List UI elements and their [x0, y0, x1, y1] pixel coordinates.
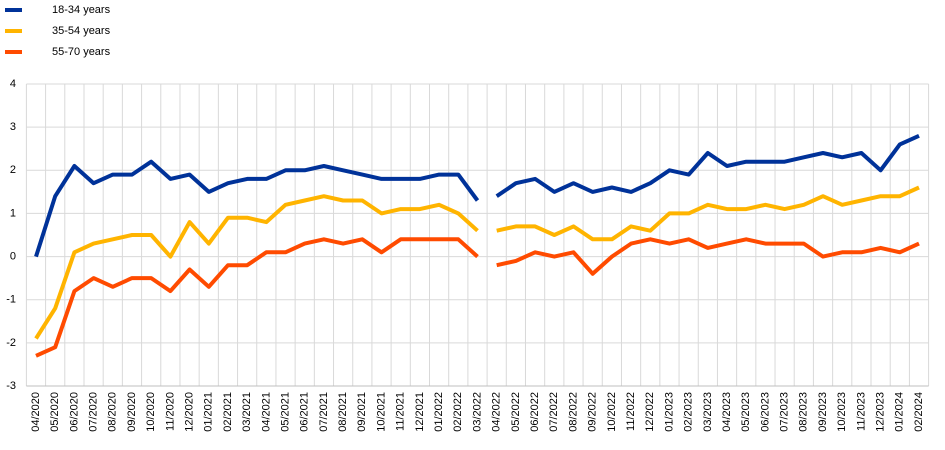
legend-label: 55-70 years — [52, 46, 111, 58]
x-tick-label: 08/2021 — [337, 392, 349, 432]
x-tick-label: 09/2022 — [587, 392, 599, 432]
x-tick-label: 02/2024 — [913, 392, 925, 432]
y-tick-label: -2 — [6, 337, 16, 349]
x-tick-label: 05/2022 — [510, 392, 522, 432]
x-tick-label: 12/2022 — [644, 392, 656, 432]
series-line — [495, 133, 920, 198]
x-tick-label: 04/2020 — [30, 392, 42, 432]
x-tick-label: 11/2020 — [164, 392, 176, 431]
x-tick-label: 03/2022 — [471, 392, 483, 432]
x-tick-label: 02/2023 — [683, 392, 695, 432]
x-tick-label: 08/2022 — [567, 392, 579, 432]
legend-label: 35-54 years — [52, 25, 111, 37]
y-tick-label: -1 — [6, 294, 16, 306]
x-tick-label: 04/2021 — [260, 392, 272, 432]
x-tick-label: 10/2020 — [145, 392, 157, 432]
x-tick-label: 03/2023 — [702, 392, 714, 432]
y-tick-label: 3 — [10, 121, 16, 133]
x-tick-label: 05/2021 — [279, 392, 291, 432]
x-tick-label: 06/2021 — [299, 392, 311, 432]
x-tick-label: 05/2023 — [740, 392, 752, 432]
x-tick-label: 07/2022 — [548, 392, 560, 432]
x-tick-label: 08/2020 — [107, 392, 119, 432]
x-tick-label: 06/2020 — [68, 392, 80, 432]
y-tick-label: 1 — [10, 207, 16, 219]
x-tick-label: 09/2020 — [126, 392, 138, 432]
x-tick-label: 12/2020 — [183, 392, 195, 432]
x-tick-label: 01/2023 — [663, 392, 675, 432]
x-tick-label: 05/2020 — [49, 392, 61, 432]
y-tick-label: 4 — [10, 78, 16, 90]
x-tick-label: 07/2021 — [318, 392, 330, 432]
x-tick-label: 09/2023 — [817, 392, 829, 432]
x-tick-label: 11/2022 — [625, 392, 637, 431]
x-tick-label: 04/2022 — [491, 392, 503, 432]
series-line — [34, 159, 480, 258]
legend-label: 18-34 years — [52, 4, 111, 16]
x-tick-label: 11/2021 — [395, 392, 407, 431]
y-tick-label: 2 — [10, 164, 16, 176]
x-tick-label: 01/2021 — [203, 392, 215, 432]
y-tick-label: 0 — [10, 250, 16, 262]
x-tick-label: 02/2022 — [452, 392, 464, 432]
x-tick-label: 06/2023 — [759, 392, 771, 432]
x-tick-label: 10/2022 — [606, 392, 618, 432]
series-line — [496, 185, 920, 242]
y-tick-label: -3 — [6, 380, 16, 392]
series-line — [496, 237, 920, 276]
x-tick-label: 08/2023 — [798, 392, 810, 432]
x-tick-label: 11/2023 — [855, 392, 867, 431]
x-tick-label: 07/2020 — [87, 392, 99, 432]
x-tick-label: 03/2021 — [241, 392, 253, 432]
x-tick-label: 10/2023 — [836, 392, 848, 432]
series-line — [34, 194, 479, 340]
x-tick-label: 01/2022 — [433, 392, 445, 432]
x-tick-label: 04/2023 — [721, 392, 733, 432]
series-line — [35, 237, 479, 358]
x-tick-label: 10/2021 — [375, 392, 387, 432]
x-tick-label: 01/2024 — [894, 392, 906, 432]
x-tick-label: 12/2021 — [414, 392, 426, 432]
x-tick-label: 07/2023 — [779, 392, 791, 432]
x-tick-label: 09/2021 — [356, 392, 368, 432]
x-tick-label: 02/2021 — [222, 392, 234, 432]
x-tick-label: 12/2023 — [875, 392, 887, 432]
x-tick-label: 06/2022 — [529, 392, 541, 432]
